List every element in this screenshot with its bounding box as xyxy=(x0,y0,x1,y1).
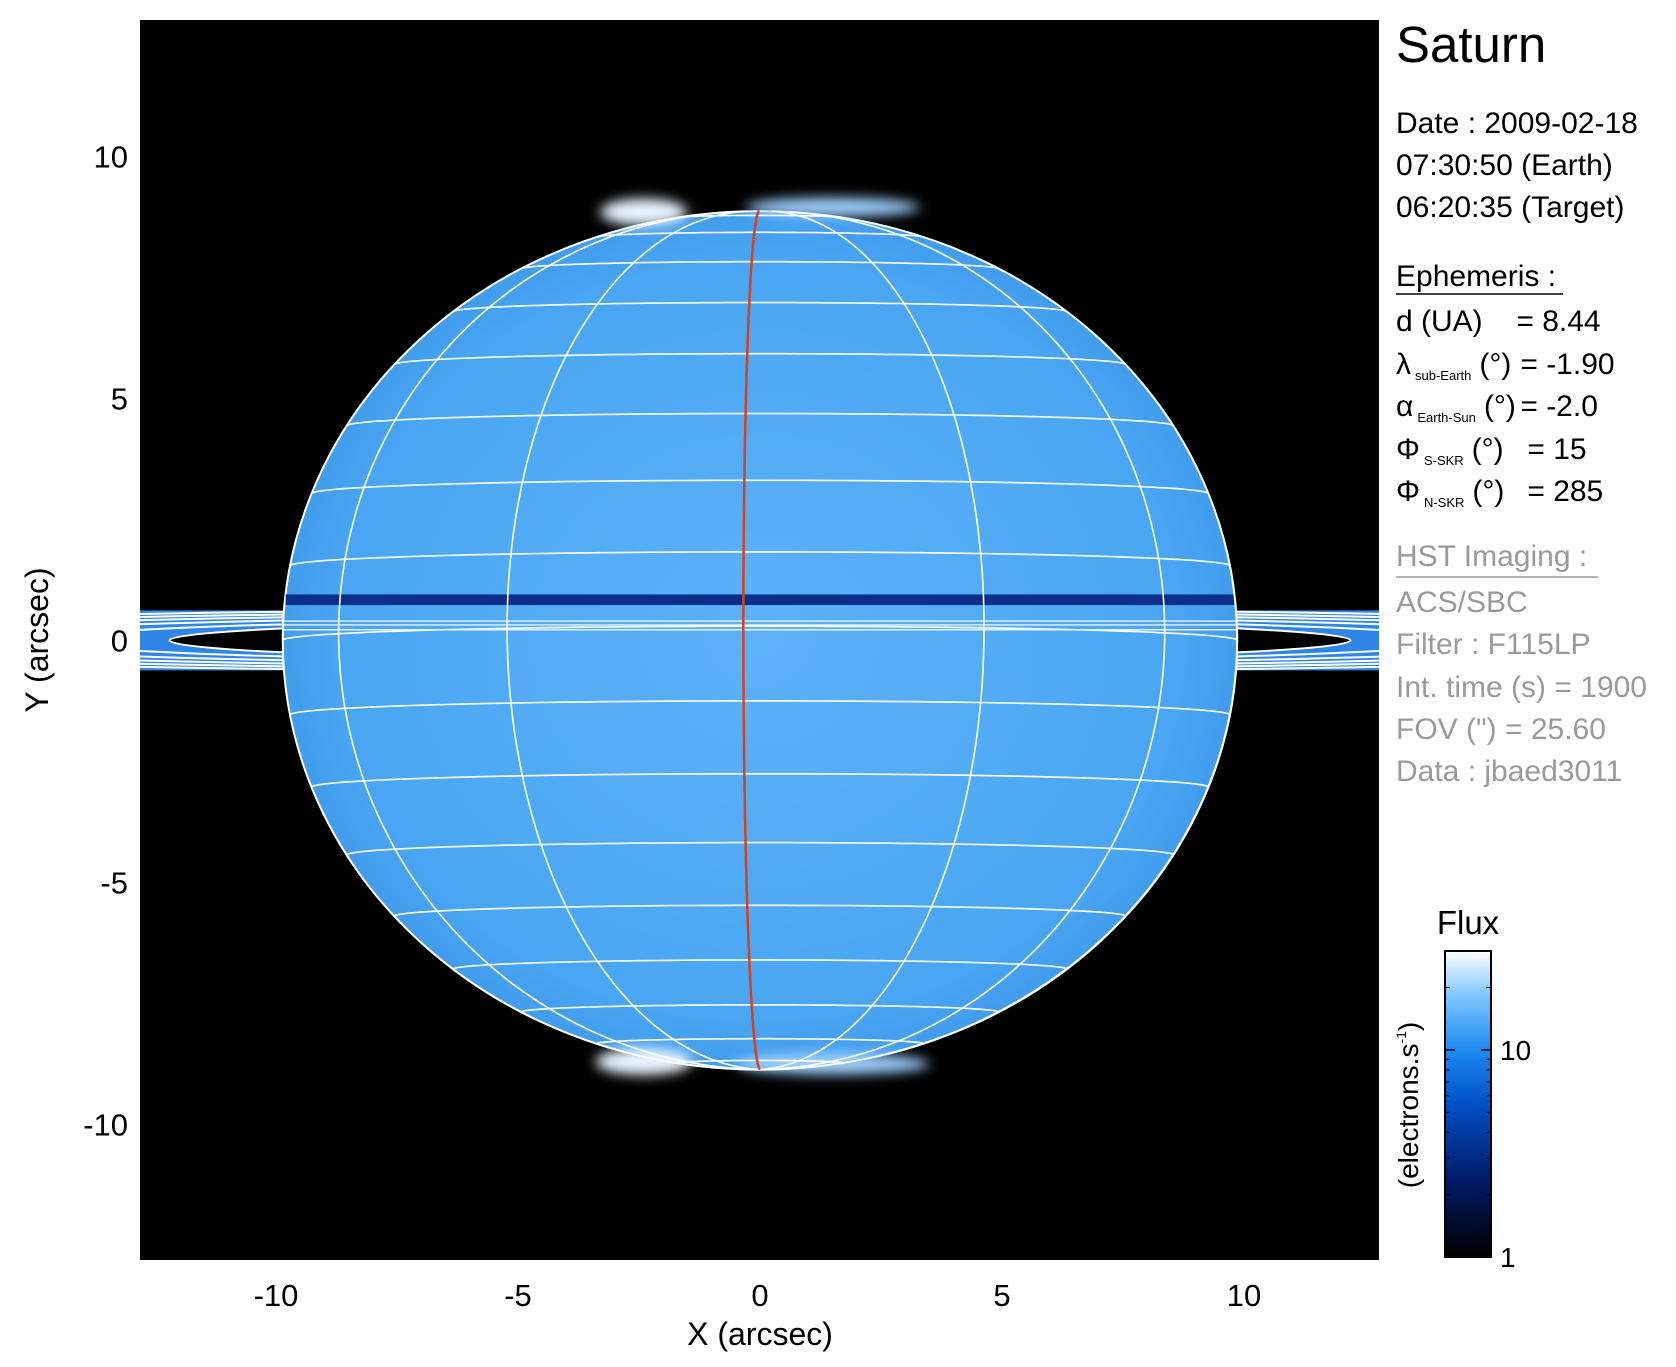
date-line: Date : 2009-02-18 xyxy=(1396,107,1638,140)
info-panel: Saturn Date : 2009-02-18 07:30:50 (Earth… xyxy=(1396,16,1647,788)
latitude-line xyxy=(597,231,923,238)
latitude-line xyxy=(453,301,1067,312)
imaging-list: ACS/SBC Filter : F115LP Int. time (s) = 19… xyxy=(1396,586,1647,788)
y-tick-label: -5 xyxy=(100,865,128,900)
ephemeris-unit: (°) xyxy=(1484,390,1516,423)
ephemeris-header: Ephemeris : xyxy=(1396,260,1556,293)
latitude-line xyxy=(289,551,1231,567)
imaging-row: ACS/SBC xyxy=(1396,586,1528,619)
colorbar-ticks: 1 10 xyxy=(1445,950,1531,1273)
imaging-row: Filter : F115LP xyxy=(1396,628,1591,661)
south-aurora xyxy=(595,1047,693,1076)
y-axis-label: Y (arcsec) xyxy=(19,567,55,712)
colorbar-unit-base: (electrons.s xyxy=(1393,1044,1424,1189)
colorbar-unit: (electrons.s-1) xyxy=(1393,1022,1424,1189)
x-axis-label: X (arcsec) xyxy=(687,1316,833,1352)
x-tick-label: 10 xyxy=(1227,1278,1261,1313)
latitude-line xyxy=(394,352,1126,365)
ephemeris-value: = -1.90 xyxy=(1512,348,1615,381)
ephemeris-subscript: sub-Earth xyxy=(1415,368,1471,383)
longitude-line xyxy=(759,330,1238,1071)
x-axis: -10 -5 0 5 10 xyxy=(254,1278,1262,1313)
ephemeris-row: Φ S-SKR (°) = 15 xyxy=(1396,433,1587,468)
colorbar-tick-label: 1 xyxy=(1500,1242,1516,1273)
y-tick-label: -10 xyxy=(83,1107,128,1142)
ephemeris-row: d (UA) = 8.44 xyxy=(1396,305,1601,338)
ephemeris-unit: (°) xyxy=(1472,433,1504,466)
imaging-row: Data : jbaed3011 xyxy=(1396,755,1622,788)
y-tick-label: 5 xyxy=(111,381,128,416)
ephemeris-value: = 285 xyxy=(1519,475,1603,508)
ephemeris-row: λ sub-Earth (°) = -1.90 xyxy=(1396,348,1615,383)
ephemeris-unit: (°) xyxy=(1479,348,1511,381)
latitude-line xyxy=(310,773,1210,788)
ephemeris-symbol: Φ xyxy=(1396,433,1420,466)
imaging-header: HST Imaging : xyxy=(1396,540,1587,573)
north-aurora xyxy=(600,198,688,226)
x-tick-label: -10 xyxy=(254,1278,299,1313)
north-aurora xyxy=(745,197,920,217)
reference-meridian xyxy=(742,209,761,1071)
longitude-line xyxy=(759,211,1166,1071)
ring-shadow-band xyxy=(285,594,1235,606)
x-tick-label: 0 xyxy=(751,1278,768,1313)
latitude-line xyxy=(346,412,1174,427)
imaging-row: Int. time (s) = 1900 xyxy=(1396,671,1647,704)
ephemeris-symbol: Φ xyxy=(1396,475,1420,508)
colorbar-unit-exp: -1 xyxy=(1393,1031,1409,1044)
colorbar-tick-label: 10 xyxy=(1500,1035,1531,1066)
imaging-row: FOV (") = 25.60 xyxy=(1396,713,1606,746)
latitude-line xyxy=(346,841,1174,856)
latitude-line xyxy=(289,700,1231,716)
colorbar-gradient xyxy=(1444,950,1492,1258)
image-panel xyxy=(140,20,1379,1260)
longitude-line xyxy=(337,211,761,1071)
colorbar: Flux 1 10 (electrons.s-1) xyxy=(1393,904,1531,1273)
planet-title: Saturn xyxy=(1396,16,1546,73)
x-tick-label: 5 xyxy=(993,1278,1010,1313)
saturn-disk xyxy=(281,210,1239,1071)
earth-time: 07:30:50 (Earth) xyxy=(1396,149,1613,182)
ephemeris-symbol: α xyxy=(1396,390,1413,423)
ephemeris-row: α Earth-Sun (°) = -2.0 xyxy=(1396,390,1598,425)
ephemeris-value: = 8.44 xyxy=(1508,305,1601,338)
colorbar-unit-close: ) xyxy=(1393,1022,1424,1031)
ephemeris-row: Φ N-SKR (°) = 285 xyxy=(1396,475,1603,510)
ephemeris-value: = -2.0 xyxy=(1512,390,1598,423)
longitude-line xyxy=(434,953,761,1071)
rings-front xyxy=(282,620,1238,631)
target-time: 06:20:35 (Target) xyxy=(1396,191,1624,224)
latitude-line xyxy=(393,904,1127,917)
y-axis: 10 5 0 -5 -10 xyxy=(83,139,128,1142)
longitude-line xyxy=(759,210,985,1071)
ephemeris-list: d (UA) = 8.44 λ sub-Earth (°) = -1.90 α Earth… xyxy=(1396,305,1615,510)
y-tick-label: 0 xyxy=(111,623,128,658)
ephemeris-subscript: N-SKR xyxy=(1424,495,1464,510)
ephemeris-symbol: λ xyxy=(1396,348,1411,381)
y-tick-label: 10 xyxy=(94,139,128,174)
longitude-line xyxy=(506,210,761,1071)
ephemeris-subscript: S-SKR xyxy=(1424,453,1464,468)
colorbar-title: Flux xyxy=(1437,904,1500,941)
latitude-line xyxy=(282,625,1238,641)
ephemeris-subscript: Earth-Sun xyxy=(1417,410,1476,425)
x-tick-label: -5 xyxy=(504,1278,532,1313)
ephemeris-unit: (°) xyxy=(1472,475,1504,508)
latitude-line xyxy=(452,959,1068,970)
latitude-line xyxy=(311,479,1209,494)
ephemeris-value: = 15 xyxy=(1519,433,1587,466)
ephemeris-symbol: d (UA) xyxy=(1396,305,1483,338)
